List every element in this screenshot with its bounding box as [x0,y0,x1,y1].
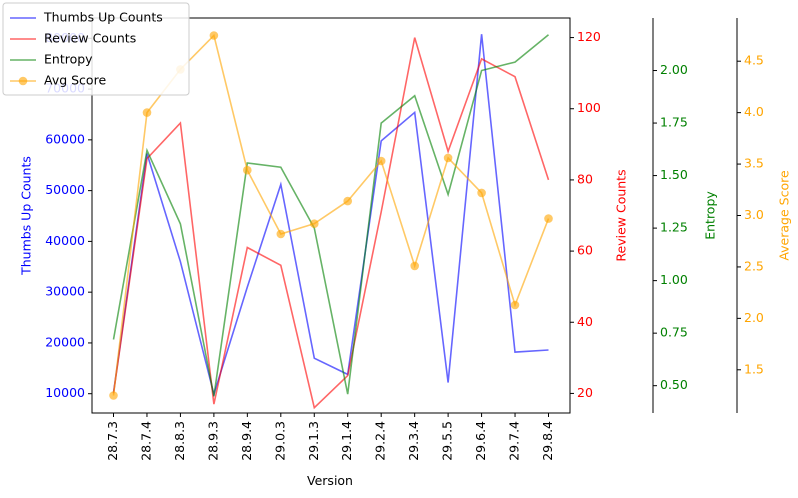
score-point [209,31,219,40]
x-tick-label: 29.1.3 [306,421,321,461]
reviews-tick-label: 80 [577,171,593,186]
score-point [510,300,520,310]
x-tick-label: 29.8.4 [540,421,555,461]
legend-box [2,2,190,96]
score-point [310,219,319,228]
score-tick-label: 2.5 [744,258,764,273]
score-tick-label: 4.5 [744,53,764,68]
score-point [243,165,252,175]
legend: Thumbs Up Counts Review Counts Entropy Avg … [2,2,190,96]
reviews-tick-label: 40 [577,314,593,329]
x-tick-label: 29.6.4 [473,421,488,461]
plot-frame [91,17,571,414]
x-tick-label: 29.2.4 [373,421,388,461]
legend-entry-label: Thumbs Up Counts [43,10,163,25]
x-tick-label: 28.9.4 [239,421,254,461]
thumbs-tick-label: 40000 [45,233,85,248]
x-tick-label: 29.0.3 [272,421,287,461]
score-point [376,156,386,166]
thumbs-tick-label: 30000 [45,284,85,299]
score-point [410,261,420,271]
legend-marker [18,76,28,86]
x-tick-label: 28.7.4 [138,421,153,461]
entropy-tick-label: 0.50 [660,377,688,392]
score-point [343,196,353,206]
x-tick-label: 28.7.3 [105,421,120,461]
x-tick-label: 28.9.3 [205,421,220,461]
score-tick-label: 3.0 [744,207,764,222]
thumbs-tick-label: 50000 [45,182,85,197]
x-tick-label: 29.7.4 [507,421,522,461]
entropy-tick-label: 1.00 [660,272,688,287]
legend-entry-label: Review Counts [44,31,136,46]
x-tick-label: 29.5.5 [440,421,455,461]
entropy-tick-label: 1.25 [660,220,688,235]
series-line-reviews [112,37,550,410]
entropy-tick-label: 1.75 [660,115,688,130]
score-axis-label: Average Score [777,170,792,261]
thumbs-tick-label: 60000 [45,131,85,146]
score-tick-label: 1.5 [744,361,764,376]
x-axis-label: Version [307,473,353,488]
reviews-tick-label: 100 [577,100,601,115]
reviews-tick-label: 60 [577,243,593,258]
legend-entry-label: Avg Score [44,73,106,88]
thumbs-tick-label: 20000 [45,334,85,349]
x-tick-label: 28.8.3 [172,421,187,461]
score-point [477,188,486,198]
score-point [276,229,286,239]
score-tick-label: 2.0 [744,310,764,325]
entropy-tick-label: 2.00 [660,62,688,77]
score-tick-label: 4.0 [744,104,764,119]
legend-entry-label: Entropy [44,52,93,67]
reviews-axis-label: Review Counts [614,169,629,261]
entropy-tick-label: 1.50 [660,167,688,182]
reviews-tick-label: 20 [577,385,593,400]
thumbs-tick-label: 10000 [45,385,85,400]
score-point [544,214,553,223]
score-point [109,391,118,400]
x-tick-label: 29.3.4 [406,421,421,461]
thumbs-axis-label: Thumbs Up Counts [19,156,34,276]
score-tick-label: 3.5 [744,156,764,171]
score-point [443,153,453,163]
series-line-entropy [112,34,550,397]
reviews-tick-label: 120 [577,29,601,44]
entropy-axis-label: Entropy [703,191,718,240]
x-tick-label: 29.1.4 [339,421,354,461]
entropy-tick-label: 0.75 [660,325,688,340]
score-point [142,108,152,117]
